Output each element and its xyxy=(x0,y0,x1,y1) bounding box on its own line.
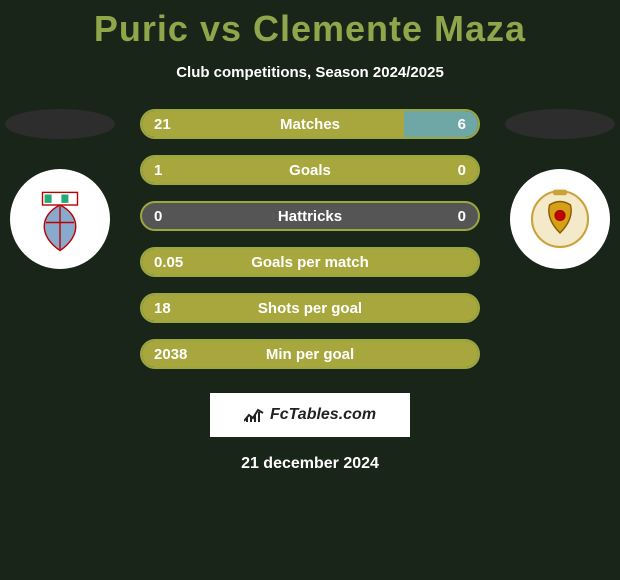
zaragoza-crest-icon xyxy=(525,184,595,254)
stat-bar: 1 Goals 0 xyxy=(140,155,480,185)
stat-bars: 21 Matches 6 1 Goals 0 0 Hattricks 0 0.05 Goals pe… xyxy=(140,109,480,369)
brand-label: FcTables.com xyxy=(270,406,376,424)
club-badge-left xyxy=(10,169,110,269)
chart-icon xyxy=(244,407,264,423)
stat-label: Hattricks xyxy=(278,208,342,225)
stat-label: Goals xyxy=(289,162,331,179)
stat-value-left: 0.05 xyxy=(154,254,183,271)
stat-fill-right xyxy=(404,111,478,137)
stat-value-right: 0 xyxy=(458,162,466,179)
snapshot-date: 21 december 2024 xyxy=(0,455,620,473)
player-right-column xyxy=(500,109,620,269)
stat-bar: 0 Hattricks 0 xyxy=(140,201,480,231)
page-subtitle: Club competitions, Season 2024/2025 xyxy=(0,64,620,81)
stat-value-right: 0 xyxy=(458,208,466,225)
stat-value-left: 21 xyxy=(154,116,171,133)
stat-value-left: 1 xyxy=(154,162,162,179)
player-left-silhouette xyxy=(5,109,115,139)
stat-value-right: 6 xyxy=(458,116,466,133)
stat-value-left: 0 xyxy=(154,208,162,225)
player-left-column xyxy=(0,109,120,269)
comparison-content: 21 Matches 6 1 Goals 0 0 Hattricks 0 0.05 Goals pe… xyxy=(0,109,620,369)
page-title: Puric vs Clemente Maza xyxy=(0,0,620,50)
stat-label: Goals per match xyxy=(251,254,369,271)
stat-label: Matches xyxy=(280,116,340,133)
stat-value-left: 18 xyxy=(154,300,171,317)
stat-bar: 2038 Min per goal xyxy=(140,339,480,369)
stat-bar: 21 Matches 6 xyxy=(140,109,480,139)
stat-label: Shots per goal xyxy=(258,300,362,317)
club-badge-right xyxy=(510,169,610,269)
brand-footer[interactable]: FcTables.com xyxy=(210,393,410,437)
stat-value-left: 2038 xyxy=(154,346,187,363)
player-right-silhouette xyxy=(505,109,615,139)
stat-bar: 18 Shots per goal xyxy=(140,293,480,323)
celta-crest-icon xyxy=(25,184,95,254)
stat-label: Min per goal xyxy=(266,346,354,363)
stat-fill-left xyxy=(142,111,404,137)
stat-bar: 0.05 Goals per match xyxy=(140,247,480,277)
